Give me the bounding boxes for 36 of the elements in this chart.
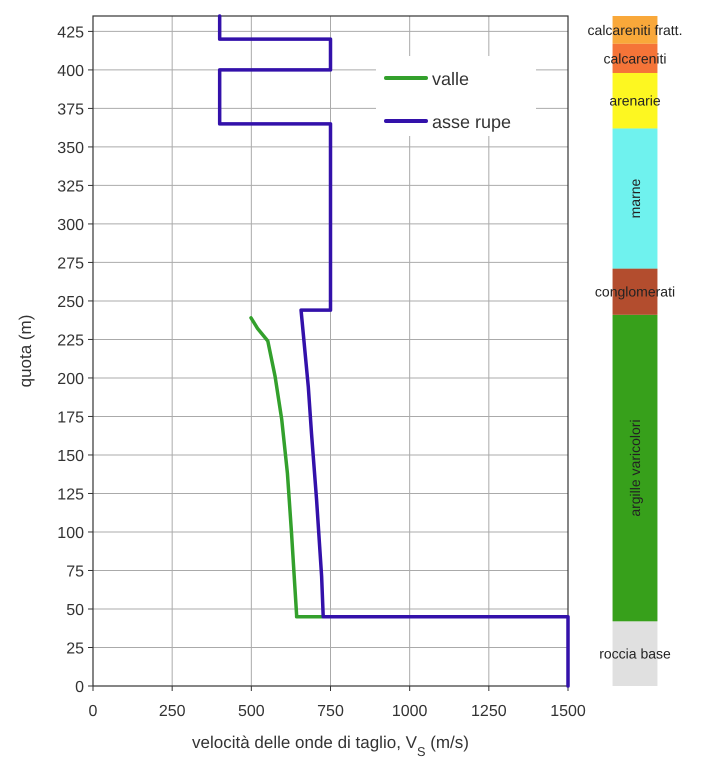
x-tick-label: 1250: [471, 703, 507, 720]
y-tick-label: 400: [57, 62, 84, 80]
y-tick-label: 100: [57, 524, 84, 542]
y-tick-label: 50: [66, 602, 84, 619]
y-tick-label: 200: [57, 370, 84, 388]
y-tick-label: 225: [57, 332, 84, 350]
y-tick-label: 75: [66, 563, 84, 580]
legend-label: asse rupe: [432, 112, 512, 132]
y-tick-label: 25: [66, 640, 84, 658]
x-tick-label: 1500: [550, 703, 586, 720]
y-tick-label: 150: [57, 448, 84, 465]
bar: [612, 314, 658, 622]
y-tick-label: 325: [57, 178, 84, 196]
y-tick-label: 175: [57, 409, 84, 426]
y-tick-label: 250: [57, 294, 84, 311]
bar: [612, 128, 658, 269]
y-tick-label: 125: [57, 486, 84, 504]
y-tick-label: 350: [57, 140, 84, 157]
y-axis-title: quota (m): [16, 314, 35, 388]
y-tick-label: 300: [57, 216, 84, 234]
x-tick-label: 750: [317, 703, 344, 720]
x-tick-label: 0: [88, 703, 98, 720]
series-label: argille varicolori: [627, 419, 643, 517]
y-tick-label: 0: [75, 679, 84, 696]
line-series: [249, 316, 325, 618]
y-tick-label: 275: [57, 255, 84, 272]
y-tick-label: 425: [57, 24, 84, 42]
x-tick-label: 250: [158, 703, 186, 720]
x-tick-label: 1000: [392, 703, 428, 720]
x-axis-title: velocità delle onde di taglio, V$_{S}$ (m/s): [192, 733, 469, 758]
series-label: roccia base: [599, 646, 672, 662]
x-tick-label: 500: [238, 703, 265, 720]
line-series: [218, 14, 570, 688]
y-tick-label: 375: [57, 101, 84, 118]
series-label: marne: [627, 178, 643, 218]
legend-label: valle: [432, 69, 470, 89]
